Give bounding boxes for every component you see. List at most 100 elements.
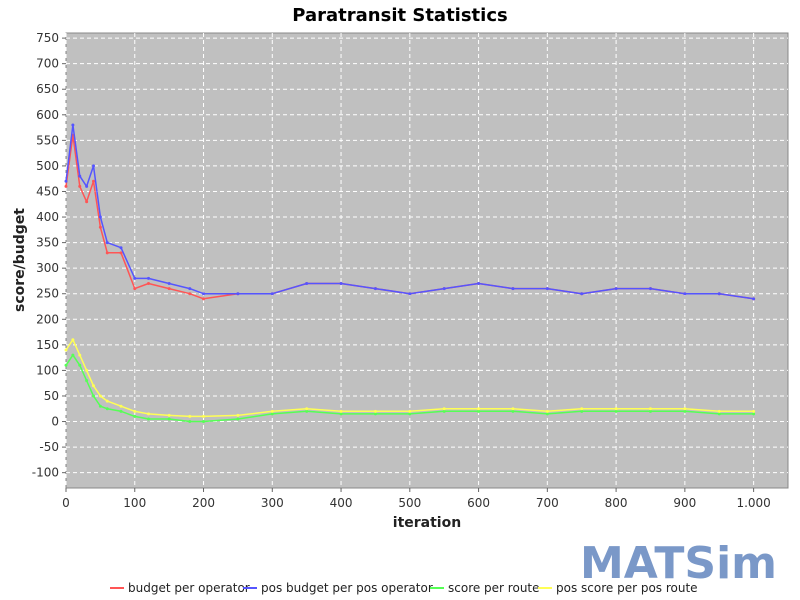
x-tick-label: 700 [536,496,559,510]
series-layer [64,123,756,424]
series-point-1 [98,215,102,219]
series-point-1 [545,287,549,291]
series-point-1 [717,292,721,296]
series-point-0 [105,251,109,255]
y-axis-label: score/budget [12,208,28,312]
series-point-1 [236,292,240,296]
y-tick-label: 250 [36,287,59,301]
series-point-3 [752,409,756,413]
series-point-2 [119,409,123,413]
series-point-3 [683,407,687,411]
y-tick-label: 650 [36,82,59,96]
series-point-2 [683,409,687,413]
series-point-2 [373,412,377,416]
x-tick-label: 1.000 [736,496,770,510]
series-point-3 [580,407,584,411]
series-point-2 [339,412,343,416]
series-point-1 [511,287,515,291]
y-tick-label: -50 [39,440,59,454]
series-point-0 [78,184,82,188]
x-tick-label: 500 [398,496,421,510]
series-point-3 [92,384,96,388]
y-tick-label: 450 [36,184,59,198]
series-point-1 [270,292,274,296]
series-point-3 [167,413,171,417]
series-point-3 [339,409,343,413]
series-point-0 [98,225,102,229]
legend-label: score per route [448,581,540,595]
y-axis-ticks: -100 -50 0 50 100 150 200 250 300 350 400 450 500 550… [32,31,66,480]
series-point-3 [373,409,377,413]
series-point-3 [98,394,102,398]
series-point-3 [442,407,446,411]
series-point-2 [202,420,206,424]
series-point-2 [614,409,618,413]
y-tick-label: 0 [51,415,59,429]
series-point-3 [408,409,412,413]
x-tick-label: 800 [605,496,628,510]
series-point-2 [580,409,584,413]
series-point-1 [188,287,192,291]
x-tick-label: 200 [192,496,215,510]
x-tick-label: 0 [62,496,70,510]
series-point-1 [202,292,206,296]
y-tick-label: 600 [36,108,59,122]
series-point-1 [85,184,89,188]
y-tick-label: 700 [36,57,59,71]
series-point-3 [85,368,89,372]
series-point-1 [442,287,446,291]
series-point-3 [614,407,618,411]
y-tick-label: 750 [36,31,59,45]
series-point-2 [78,363,82,367]
y-tick-label: 350 [36,236,59,250]
series-point-1 [119,246,123,250]
series-point-1 [105,241,109,245]
x-axis-ticks: 0 100 200 300 400 500 600 700 800 900 1.000 [62,488,771,510]
series-point-1 [477,282,481,286]
series-point-0 [188,292,192,296]
series-point-3 [188,414,192,418]
series-point-2 [105,407,109,411]
y-tick-label: 500 [36,159,59,173]
series-point-2 [270,412,274,416]
series-point-2 [92,394,96,398]
series-point-0 [92,179,96,183]
series-point-0 [202,297,206,301]
legend-label: pos score per pos route [556,581,698,595]
series-point-1 [167,282,171,286]
y-tick-label: 50 [44,389,59,403]
series-point-3 [477,407,481,411]
series-point-1 [648,287,652,291]
series-point-3 [270,409,274,413]
x-tick-label: 900 [673,496,696,510]
series-point-3 [71,338,75,342]
x-tick-label: 300 [261,496,284,510]
y-tick-label: 150 [36,338,59,352]
series-point-0 [85,200,89,204]
series-point-3 [105,399,109,403]
series-point-0 [167,287,171,291]
legend-label: pos budget per pos operator [261,581,433,595]
series-point-3 [78,353,82,357]
chart-title: Paratransit Statistics [292,5,507,26]
series-point-3 [119,404,123,408]
x-axis-label: iteration [393,515,461,531]
series-point-2 [752,412,756,416]
series-point-3 [64,348,68,352]
series-point-2 [188,420,192,424]
series-point-2 [167,417,171,421]
series-point-1 [408,292,412,296]
y-tick-label: 400 [36,210,59,224]
series-point-1 [614,287,618,291]
series-point-1 [683,292,687,296]
x-tick-label: 100 [123,496,146,510]
series-point-2 [71,353,75,357]
series-point-2 [477,409,481,413]
series-point-3 [147,412,151,416]
series-point-3 [511,407,515,411]
matsim-logo: MATSim [580,538,777,589]
series-point-1 [133,276,137,280]
series-point-2 [717,412,721,416]
x-tick-label: 600 [467,496,490,510]
